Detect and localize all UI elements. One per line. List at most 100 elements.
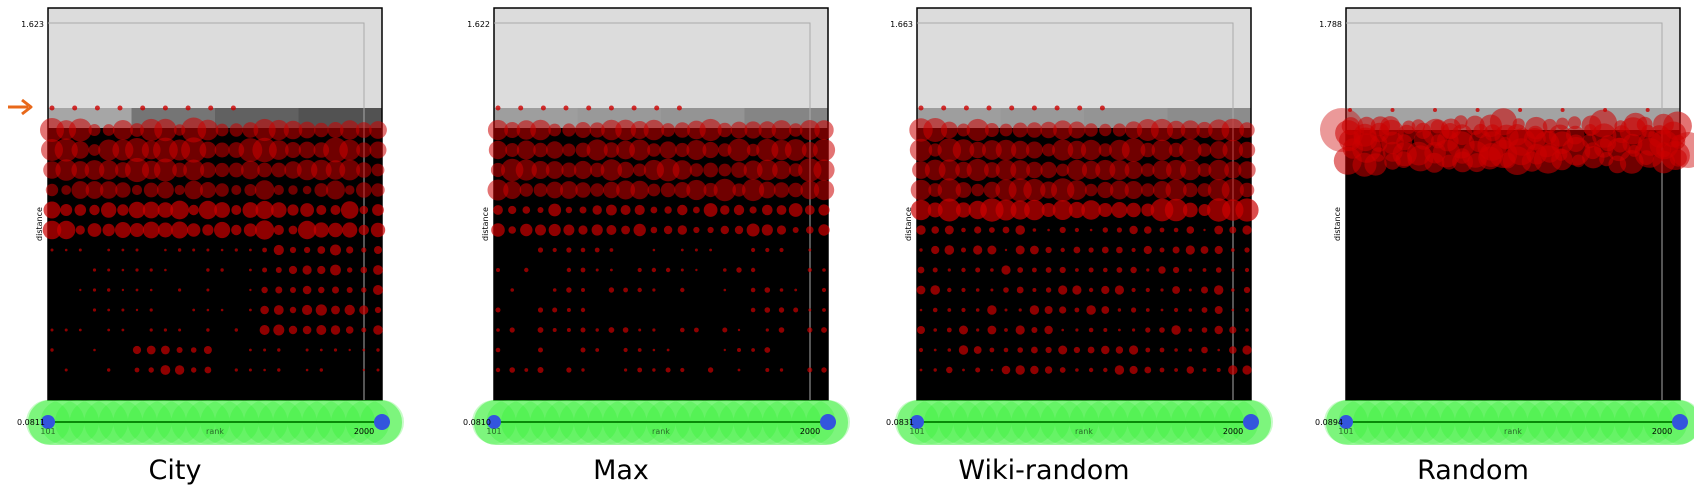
data-point	[188, 204, 199, 216]
data-point	[575, 182, 591, 198]
data-point	[1152, 160, 1172, 180]
data-point	[969, 141, 986, 159]
data-point	[1174, 348, 1178, 352]
data-point	[703, 162, 718, 178]
data-point	[1166, 159, 1187, 181]
data-point	[1159, 247, 1165, 253]
data-point	[1088, 287, 1094, 293]
data-point	[206, 268, 210, 272]
data-point	[43, 201, 61, 219]
data-point	[566, 367, 572, 373]
data-point	[676, 105, 682, 111]
data-point	[1056, 163, 1070, 177]
data-point	[1026, 122, 1043, 138]
data-point	[1222, 139, 1244, 161]
data-point	[1059, 226, 1066, 234]
data-point	[149, 328, 153, 332]
data-point	[1235, 198, 1259, 222]
x-tick-right: 2000	[800, 427, 820, 436]
data-point	[799, 120, 820, 140]
data-point	[149, 308, 153, 312]
data-point	[990, 268, 994, 272]
data-point	[263, 348, 267, 352]
data-point	[592, 205, 602, 215]
data-point	[495, 347, 501, 353]
data-point	[1159, 347, 1165, 353]
data-point	[1452, 151, 1473, 173]
data-point	[631, 105, 637, 111]
data-point	[1088, 267, 1094, 273]
data-point	[746, 223, 760, 237]
data-point	[1518, 108, 1523, 112]
data-point	[1239, 182, 1255, 198]
data-point	[206, 308, 210, 312]
data-point	[808, 308, 812, 312]
data-point	[1208, 159, 1229, 181]
data-point	[302, 185, 312, 195]
x-tick-right: 2000	[1223, 427, 1243, 436]
data-point	[778, 327, 785, 333]
data-point	[1151, 139, 1173, 161]
data-point	[1040, 121, 1057, 139]
data-point	[234, 328, 238, 332]
data-point	[117, 105, 123, 111]
data-point	[986, 105, 992, 111]
data-point	[234, 368, 238, 372]
data-point	[192, 248, 196, 252]
data-point	[263, 368, 266, 372]
data-point	[608, 105, 614, 111]
data-point	[495, 105, 501, 111]
data-point	[1075, 328, 1079, 332]
data-point	[259, 325, 270, 335]
data-point	[580, 307, 586, 313]
data-point	[1031, 105, 1037, 111]
data-point	[1639, 150, 1654, 166]
data-point	[504, 122, 521, 138]
data-point	[1202, 368, 1207, 372]
data-point	[214, 202, 231, 218]
data-point	[1029, 305, 1040, 315]
data-point	[672, 160, 692, 180]
data-point	[1143, 245, 1152, 255]
data-point	[1560, 108, 1565, 112]
data-point	[1074, 307, 1080, 313]
data-point	[164, 248, 167, 252]
data-point	[633, 223, 646, 237]
data-point	[565, 206, 573, 214]
data-point	[765, 328, 769, 332]
data-point	[114, 222, 131, 238]
data-point	[1084, 183, 1098, 197]
data-point	[1201, 327, 1208, 333]
data-point	[1129, 365, 1138, 375]
data-point	[734, 225, 744, 235]
data-point	[1017, 347, 1023, 353]
data-point	[202, 224, 214, 236]
data-point	[821, 327, 827, 333]
data-point	[652, 288, 656, 292]
data-point	[1067, 180, 1087, 200]
data-point	[552, 247, 557, 253]
endpoint-right	[1672, 414, 1688, 430]
data-point	[814, 120, 834, 140]
data-point	[580, 267, 586, 273]
data-point	[586, 139, 608, 161]
data-point	[794, 288, 798, 292]
data-point	[776, 205, 787, 215]
data-point	[356, 142, 372, 158]
data-point	[515, 159, 537, 181]
data-point	[64, 248, 68, 252]
data-point	[519, 183, 533, 197]
data-point	[1109, 180, 1129, 200]
data-point	[231, 185, 242, 195]
data-point	[624, 368, 628, 372]
data-point	[807, 267, 812, 273]
data-point	[107, 368, 111, 372]
data-point	[1424, 152, 1445, 173]
data-point	[575, 142, 591, 158]
data-point	[946, 327, 952, 333]
data-point	[340, 120, 360, 140]
data-point	[1224, 161, 1242, 179]
data-point	[518, 105, 524, 111]
data-point	[941, 105, 947, 111]
data-point	[995, 139, 1017, 161]
